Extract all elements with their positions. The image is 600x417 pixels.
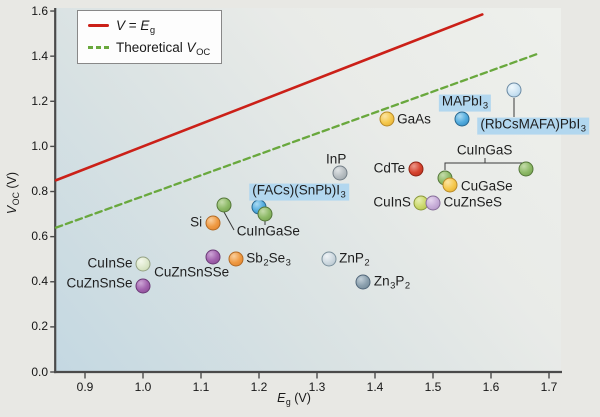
label-text: Theoretical bbox=[116, 40, 187, 55]
legend-dash-segment bbox=[103, 45, 109, 50]
label-text: E bbox=[140, 18, 150, 33]
label-text: V bbox=[5, 205, 19, 215]
legend-item-text: V = Eg bbox=[116, 18, 156, 37]
legend-dash-segment bbox=[88, 45, 94, 50]
legend-dashed-line-swatch bbox=[88, 45, 109, 50]
label-subscript: OC bbox=[196, 47, 211, 59]
label-text: = bbox=[125, 18, 141, 33]
label-text: E bbox=[277, 391, 286, 405]
legend-item: Theoretical VOC bbox=[88, 38, 211, 59]
y-axis-label: VOC (V) bbox=[5, 133, 21, 253]
legend-solid-line-swatch bbox=[88, 23, 109, 28]
label-text: (V) bbox=[290, 391, 311, 405]
legend-item-text: Theoretical VOC bbox=[116, 40, 211, 59]
label-text: V bbox=[116, 18, 126, 33]
v-equals-eg-line bbox=[54, 13, 484, 182]
legend-dash-segment bbox=[95, 45, 102, 50]
x-axis-label: Eg (V) bbox=[254, 391, 334, 407]
connector-cuingas bbox=[444, 162, 527, 170]
label-text: V bbox=[186, 40, 196, 55]
legend-item: V = Eg bbox=[88, 16, 210, 37]
label-subscript: OC bbox=[10, 192, 21, 206]
label-subscript: g bbox=[285, 396, 291, 407]
legend: V = Eg Theoretical VOC bbox=[77, 10, 223, 64]
label-text: (V) bbox=[5, 171, 19, 193]
label-subscript: g bbox=[149, 25, 156, 37]
theoretical-voc-line bbox=[54, 52, 539, 229]
connector-cuingase bbox=[223, 211, 235, 231]
